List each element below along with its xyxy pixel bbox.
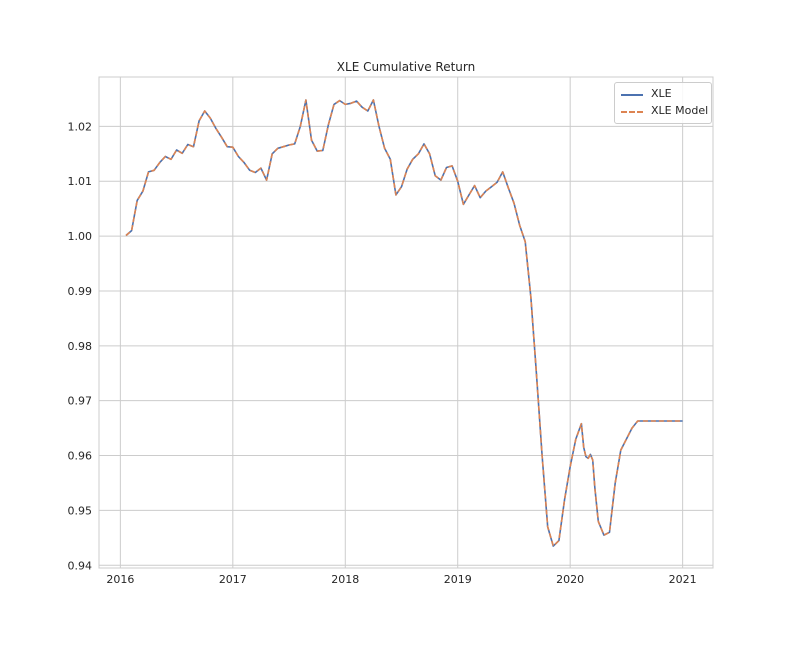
legend-label-xle: XLE [651, 87, 672, 100]
x-tick-label: 2018 [331, 573, 359, 586]
legend: XLE XLE Model [614, 82, 712, 124]
axes-border [98, 76, 714, 569]
y-tick-label: 0.97 [68, 395, 93, 408]
legend-swatch-xle-model [621, 111, 643, 113]
y-tick-label: 0.94 [68, 559, 93, 572]
x-tick-label: 2017 [219, 573, 247, 586]
legend-label-xle-model: XLE Model [651, 104, 709, 117]
series-line-xle [125, 99, 683, 547]
axes-frame [98, 76, 714, 569]
series-line-xle-model [125, 99, 683, 547]
y-axis: 0.94 0.95 0.96 0.97 0.98 0.99 1.00 1.01 1.02 [68, 120, 93, 572]
series-lines [125, 99, 683, 547]
y-tick-label: 0.99 [68, 285, 93, 298]
y-tick-label: 1.00 [68, 230, 93, 243]
y-tick-label: 1.02 [68, 120, 93, 133]
x-tick-label: 2021 [669, 573, 697, 586]
x-axis: 2016 2017 2018 2019 2020 2021 [106, 573, 696, 586]
chart-title: XLE Cumulative Return [336, 60, 476, 74]
y-tick-label: 1.01 [68, 175, 93, 188]
y-tick-label: 0.98 [68, 340, 93, 353]
x-tick-label: 2019 [444, 573, 472, 586]
y-tick-label: 0.96 [68, 450, 93, 463]
y-tick-label: 0.95 [68, 504, 93, 517]
grid [99, 77, 713, 568]
x-tick-label: 2020 [556, 573, 584, 586]
legend-swatch-xle [621, 94, 643, 96]
x-tick-label: 2016 [106, 573, 134, 586]
